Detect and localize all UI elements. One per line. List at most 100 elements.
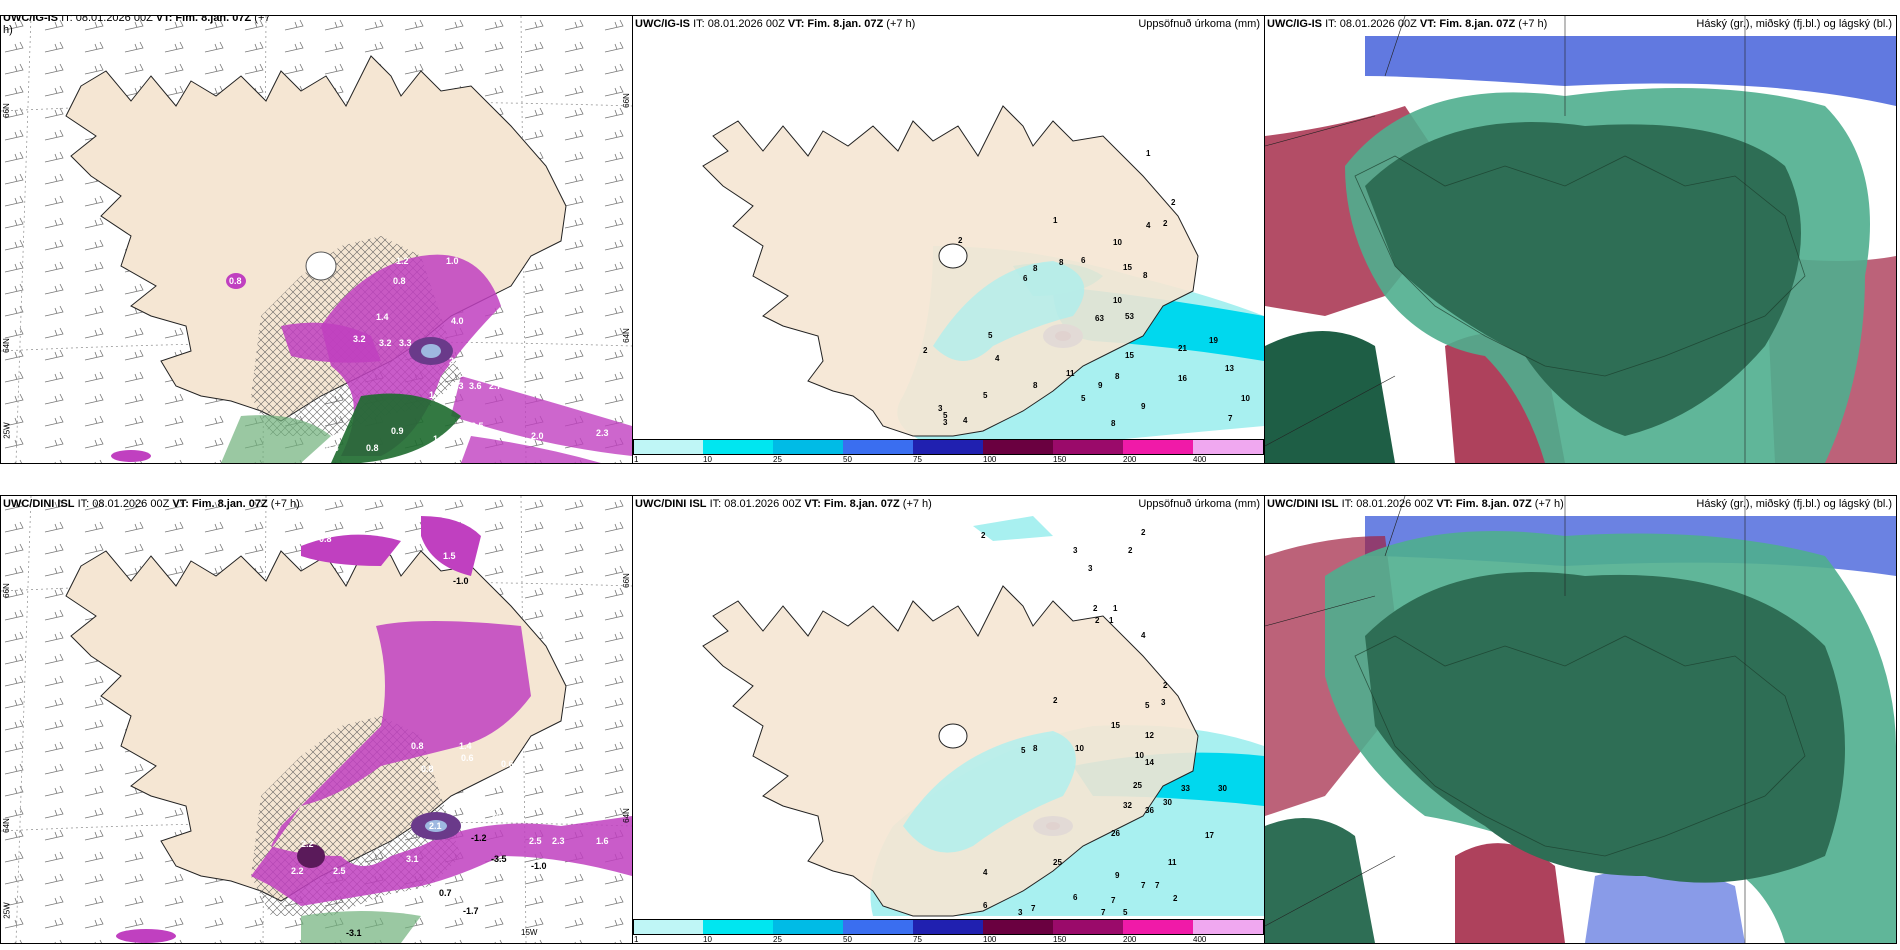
panel-right-title: Háský (gr.), miðský (fj.bl.) og lágský (… (1696, 498, 1892, 510)
value-label: -1.7 (463, 906, 479, 916)
point-label: 13 (1225, 364, 1234, 373)
point-label: 1 (1109, 616, 1114, 625)
cloud-high-area (1265, 818, 1375, 943)
point-label: 11 (1066, 369, 1075, 378)
cloud-high-area (1265, 331, 1395, 463)
lat-label: 64N (1, 338, 11, 353)
value-label: 1.2 (396, 256, 409, 266)
panel-title-wrap: h) (3, 24, 13, 36)
coastline (1354, 635, 1806, 857)
point-label: 10 (1241, 394, 1250, 403)
panel-top-mid-map: UWC/IG-IS IT: 08.01.2026 00Z VT: Fim. 8.… (632, 15, 1265, 464)
cloud-low-area (1455, 843, 1565, 943)
value-label: 1.6 (596, 836, 609, 846)
value-label: 1.0 (346, 524, 359, 534)
point-label: 9 (1115, 871, 1120, 880)
point-label: 17 (1205, 831, 1214, 840)
point-label: 6 (1023, 274, 1028, 283)
value-label: 2.2 (291, 866, 304, 876)
panel-title: UWC/IG-IS IT: 08.01.2026 00Z VT: Fim. 8.… (1267, 18, 1547, 30)
point-label: 4 (983, 868, 988, 877)
value-label: 0.8 (411, 741, 424, 751)
precip-over-land (903, 731, 1076, 853)
point-label: 3 (1161, 698, 1166, 707)
value-label: 0.6 (501, 759, 514, 769)
lat-label: 64N (621, 328, 631, 343)
precip-colorbar: 1 10 25 50 75 100 150 200 400 (633, 439, 1264, 463)
point-label: 6 (1073, 893, 1078, 902)
value-label: 2.3 (552, 836, 565, 846)
point-label: 10 (1113, 238, 1122, 247)
point-label: 8 (1059, 258, 1064, 267)
point-label: 8 (1143, 271, 1148, 280)
iceland-land (702, 105, 1199, 437)
point-label: 6 (983, 901, 988, 910)
value-label: 0.7 (439, 888, 452, 898)
value-label: 2.2 (449, 356, 462, 366)
valid-time: VT: Fim. 8.jan. 07Z (1419, 18, 1516, 30)
panel-right-title: Uppsöfnuð úrkoma (mm) (1138, 18, 1260, 30)
value-label: 2.7 (489, 381, 502, 391)
point-label: 6 (1081, 256, 1086, 265)
glacier-outline (938, 723, 968, 749)
colorbar-tick: 10 (703, 455, 712, 464)
lead-time: (+7 h) (886, 18, 916, 30)
point-label: 11 (1168, 858, 1177, 867)
point-label: 63 (1095, 314, 1104, 323)
point-label: 5 (1081, 394, 1086, 403)
value-label: -1.0 (531, 861, 547, 871)
colorbar-tick: 10 (703, 935, 712, 944)
point-label: 19 (1209, 336, 1218, 345)
point-label: 10 (1113, 296, 1122, 305)
value-label: 2.1 (429, 821, 442, 831)
lat-label: 66N (1, 583, 11, 598)
point-label: 36 (1145, 806, 1154, 815)
point-label: 3 (1018, 908, 1023, 917)
point-label: 9 (1098, 381, 1103, 390)
cloud-blue-area (1585, 868, 1745, 943)
init-time: IT: 08.01.2026 00Z (61, 15, 153, 24)
point-label: 2 (923, 346, 928, 355)
lead-time: (+7 h) (1518, 18, 1548, 30)
point-label: 16 (1178, 374, 1187, 383)
colorbar-tick: 150 (1053, 455, 1067, 464)
init-time: IT: 08.01.2026 00Z (709, 498, 802, 510)
valid-time: VT: Fim. 8.jan. 07Z (172, 498, 268, 510)
colorbar-tick: 200 (1123, 455, 1137, 464)
colorbar-tick: 150 (1053, 935, 1067, 944)
point-label: 4 (963, 416, 968, 425)
init-time: IT: 08.01.2026 00Z (1325, 18, 1417, 30)
point-label: 8 (1033, 381, 1038, 390)
value-label: 1.5 (443, 551, 456, 561)
point-label: 10 (1135, 751, 1144, 760)
value-label: 1.4 (376, 312, 389, 322)
panel-title: UWC/IG-IS IT: 08.01.2026 00Z VT: Fim. 8.… (3, 15, 271, 24)
point-label: 2 (1141, 528, 1146, 537)
value-label: 3.2 (353, 334, 366, 344)
precip-over-land (933, 261, 1085, 361)
value-label: -1.2 (471, 833, 487, 843)
cloud-blue-area (1365, 36, 1896, 106)
colorbar-tick: 25 (773, 455, 782, 464)
point-label: 15 (1125, 351, 1134, 360)
point-label: 9 (1141, 402, 1146, 411)
wind-precip-map-svg (1, 496, 632, 943)
point-label: 8 (1033, 264, 1038, 273)
point-label: 7 (1228, 414, 1233, 423)
cloud-cover-map-svg (1265, 16, 1896, 463)
value-label: 3.1 (406, 854, 419, 864)
point-label: 8 (1115, 372, 1120, 381)
value-label: -1.0 (453, 576, 469, 586)
colorbar-tick: 100 (983, 455, 997, 464)
panel-right-title: Uppsöfnuð úrkoma (mm) (1138, 498, 1260, 510)
point-label: 8 (1033, 744, 1038, 753)
lon-label: 25W (2, 902, 12, 919)
value-label: 2.0 (531, 431, 544, 441)
point-label: 8 (1111, 419, 1116, 428)
colorbar-tick: 400 (1193, 455, 1207, 464)
point-label: 2 (1053, 696, 1058, 705)
init-time: IT: 08.01.2026 00Z (77, 498, 170, 510)
colorbar-tick: 50 (843, 455, 852, 464)
point-label: 2 (981, 531, 986, 540)
value-label: 2.5 (471, 421, 484, 431)
